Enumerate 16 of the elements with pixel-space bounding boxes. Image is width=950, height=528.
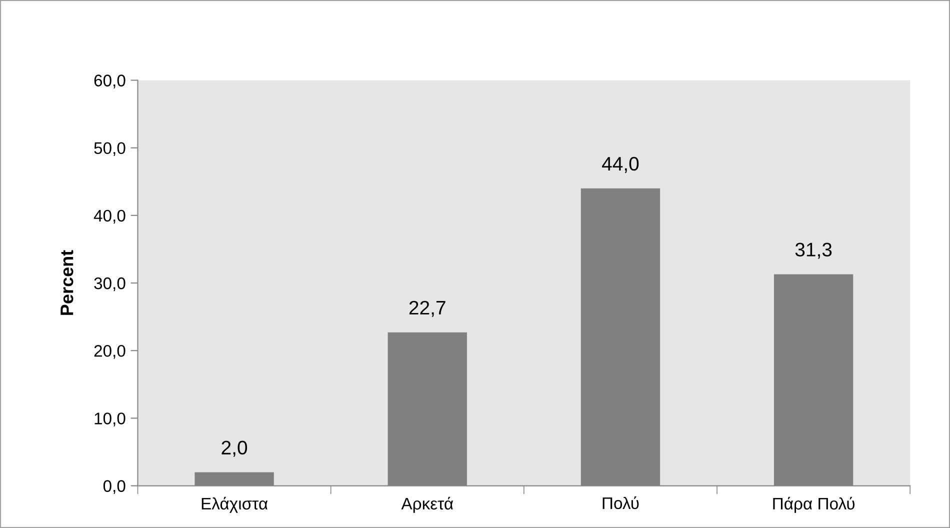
y-tick-label: 50,0 — [94, 142, 126, 156]
data-label: 44,0 — [602, 156, 639, 173]
data-label: 22,7 — [409, 300, 446, 317]
x-tick-label: Πάρα Πολύ — [773, 496, 854, 513]
data-label: 31,3 — [795, 242, 832, 259]
x-tick-label: Πολύ — [602, 496, 639, 510]
x-tick-label: Αρκετά — [401, 496, 454, 513]
y-tick-label: 10,0 — [94, 412, 126, 426]
y-axis-title: Percent — [60, 250, 74, 315]
y-tick-label: 20,0 — [94, 344, 126, 359]
y-tick-label: 40,0 — [94, 210, 126, 224]
y-tick-label: 0,0 — [103, 480, 126, 494]
data-label: 2,0 — [222, 440, 248, 457]
y-tick-label: 60,0 — [94, 74, 126, 88]
y-tick-label: 30,0 — [94, 277, 126, 292]
x-tick-label: Ελάχιστα — [202, 496, 268, 513]
